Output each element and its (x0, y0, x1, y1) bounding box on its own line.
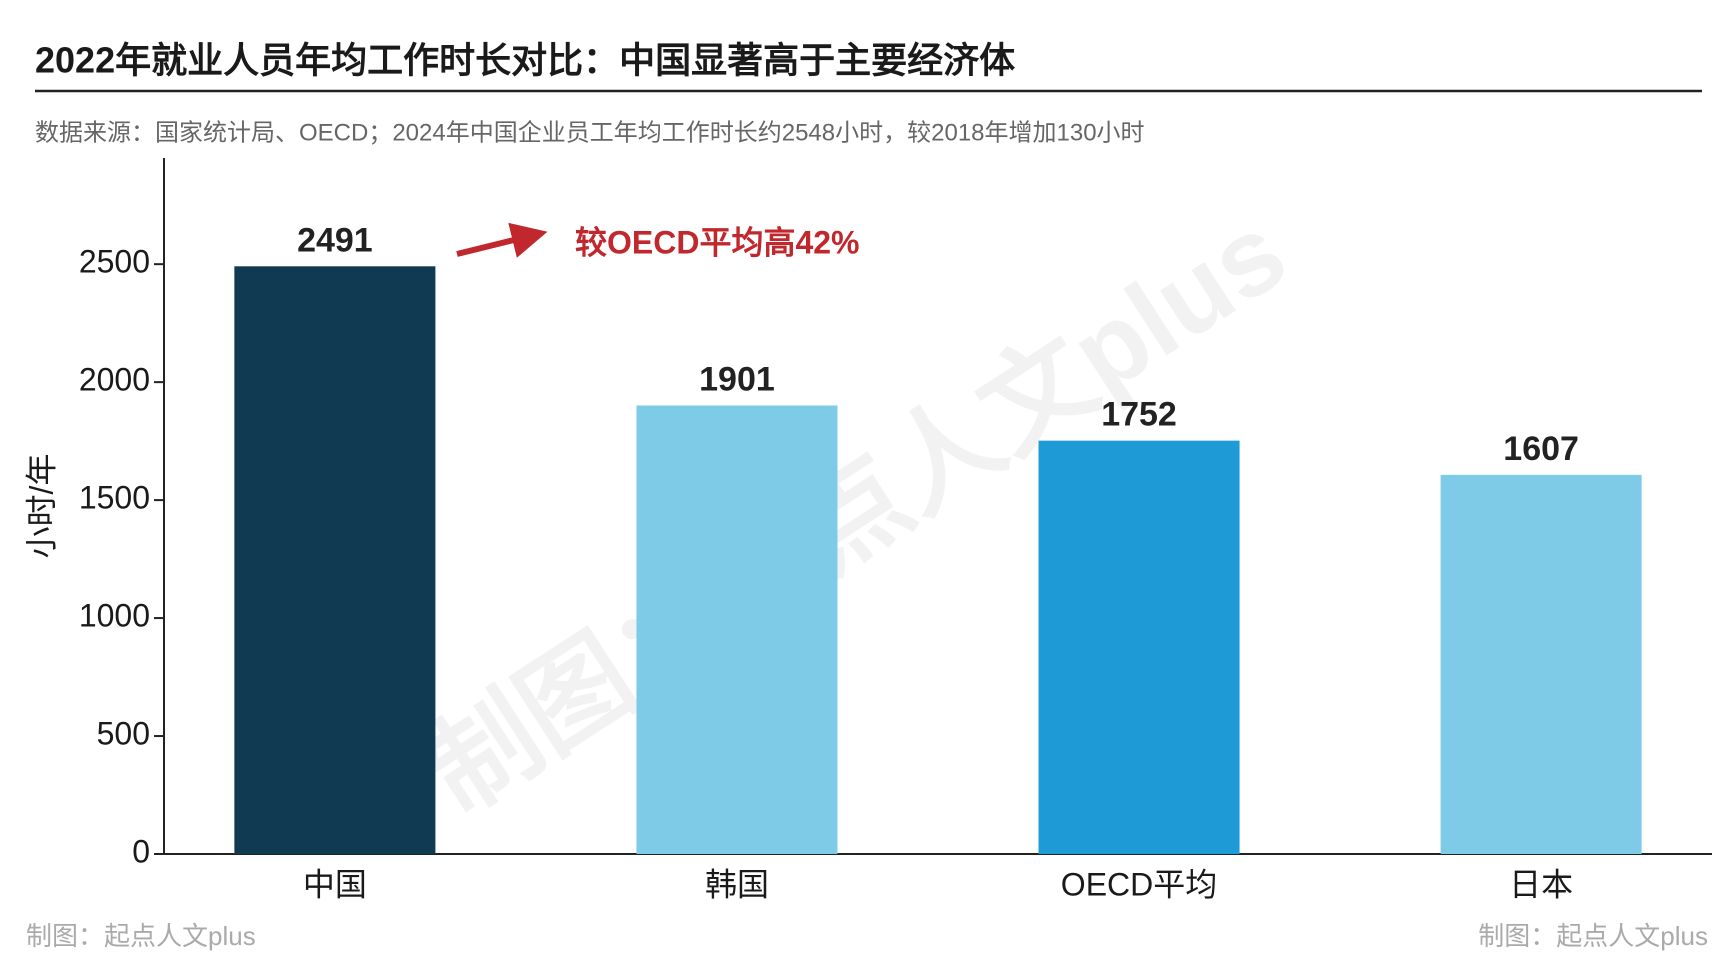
y-tick-label: 1500 (79, 480, 150, 516)
annotation-arrow (456, 222, 548, 258)
credit-right: 制图：起点人文plus (1478, 921, 1708, 951)
data-label: 1607 (1503, 430, 1579, 468)
y-tick-label: 2500 (79, 244, 150, 280)
x-tick-label: 日本 (1509, 866, 1573, 902)
bar (636, 405, 838, 854)
data-label: 1901 (699, 360, 775, 398)
x-tick-label: 中国 (303, 866, 367, 902)
bar (1440, 474, 1642, 854)
data-label: 2491 (297, 221, 373, 259)
annotation: 较OECD平均高42% (575, 224, 860, 260)
credit-left: 制图：起点人文plus (26, 921, 256, 951)
y-tick-label: 500 (97, 715, 150, 751)
chart-title: 2022年就业人员年均工作时长对比：中国显著高于主要经济体 (35, 40, 1015, 81)
y-tick-label: 2000 (79, 362, 150, 398)
bar (234, 266, 436, 855)
y-tick-label: 1000 (79, 598, 150, 634)
chart-subtitle: 数据来源：国家统计局、OECD；2024年中国企业员工年均工作时长约2548小时… (35, 119, 1145, 146)
data-label: 1752 (1101, 396, 1177, 434)
bar (1038, 440, 1240, 854)
x-tick-label: OECD平均 (1061, 866, 1217, 902)
y-axis-label: 小时/年 (23, 454, 59, 559)
y-tick-label: 0 (132, 833, 150, 869)
x-tick-label: 韩国 (705, 866, 769, 902)
